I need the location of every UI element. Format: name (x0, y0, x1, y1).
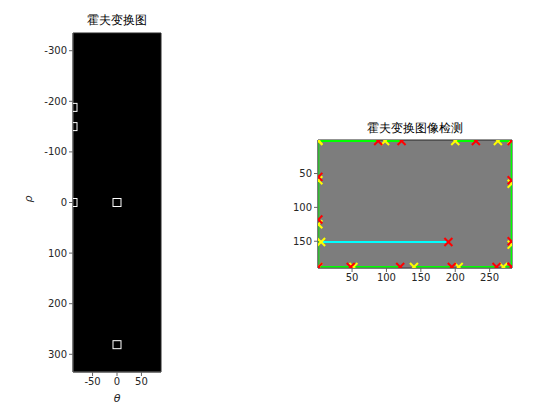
svg-text:θ: θ (114, 392, 121, 405)
svg-text:50: 50 (135, 376, 148, 387)
svg-text:-200: -200 (44, 96, 67, 107)
svg-text:150: 150 (293, 236, 312, 247)
svg-text:150: 150 (411, 272, 430, 283)
svg-text:50: 50 (299, 168, 312, 179)
svg-text:ρ: ρ (22, 196, 35, 203)
svg-text:-50: -50 (84, 376, 100, 387)
svg-text:300: 300 (48, 349, 67, 360)
svg-text:100: 100 (48, 248, 67, 259)
svg-text:-300: -300 (44, 45, 67, 56)
svg-text:100: 100 (377, 272, 396, 283)
svg-text:250: 250 (480, 272, 499, 283)
svg-text:50: 50 (346, 272, 359, 283)
html-text:霍夫变换图像检测: 霍夫变换图像检测 (367, 121, 463, 135)
svg-text:-100: -100 (44, 146, 67, 157)
svg-text:100: 100 (293, 202, 312, 213)
svg-text:200: 200 (48, 298, 67, 309)
svg-text:0: 0 (114, 376, 120, 387)
html-text:霍夫变换图: 霍夫变换图 (87, 13, 147, 27)
svg-text:200: 200 (446, 272, 465, 283)
svg-text:0: 0 (61, 197, 67, 208)
